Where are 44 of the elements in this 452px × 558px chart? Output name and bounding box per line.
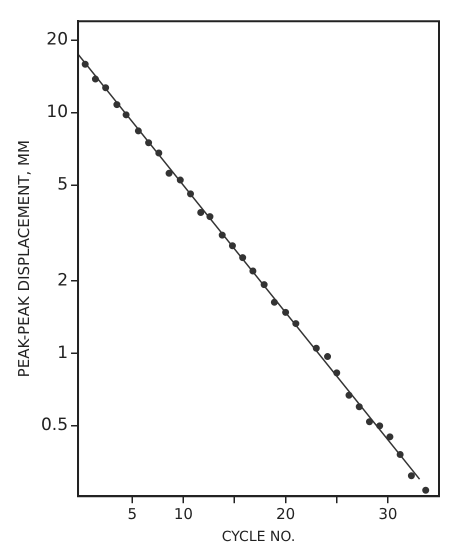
point xyxy=(113,101,120,108)
point xyxy=(260,281,268,288)
point xyxy=(218,232,226,239)
point xyxy=(187,190,194,198)
point xyxy=(82,60,89,68)
y-tick-label: 5 xyxy=(57,174,68,195)
point xyxy=(292,320,300,328)
point xyxy=(282,308,290,316)
point xyxy=(376,422,384,430)
y-tick-label: 20 xyxy=(46,30,68,50)
point xyxy=(408,472,415,480)
point xyxy=(270,298,278,306)
point xyxy=(324,353,332,360)
point xyxy=(176,176,184,184)
point xyxy=(145,139,152,146)
point xyxy=(422,486,430,494)
point xyxy=(166,170,173,177)
point xyxy=(155,150,162,157)
point xyxy=(92,76,99,83)
point xyxy=(386,433,394,440)
point xyxy=(197,208,204,216)
x-tick-label: 30 xyxy=(378,505,398,524)
y-tick-label: 10 xyxy=(46,102,68,122)
x-axis-title: CYCLE NO. xyxy=(222,529,296,546)
x-tick-label: 20 xyxy=(276,505,296,524)
point xyxy=(206,213,214,220)
point xyxy=(134,127,142,134)
y-tick-label: 1 xyxy=(57,342,68,363)
point xyxy=(249,267,256,274)
point xyxy=(333,369,340,376)
x-tick-label: 10 xyxy=(174,505,193,524)
point xyxy=(102,84,110,92)
point xyxy=(346,392,353,399)
x-tick-label: 5 xyxy=(127,505,138,524)
point xyxy=(396,451,404,458)
point xyxy=(366,418,373,426)
y-axis-title: PEAK-PEAK DISPLACEMENT, MM xyxy=(14,140,33,378)
point xyxy=(239,254,246,262)
y-tick-label: 2 xyxy=(57,270,68,290)
point xyxy=(312,344,320,352)
point xyxy=(228,242,236,250)
point xyxy=(122,111,130,118)
y-tick-label: 0.5 xyxy=(40,415,68,436)
point xyxy=(356,403,363,410)
